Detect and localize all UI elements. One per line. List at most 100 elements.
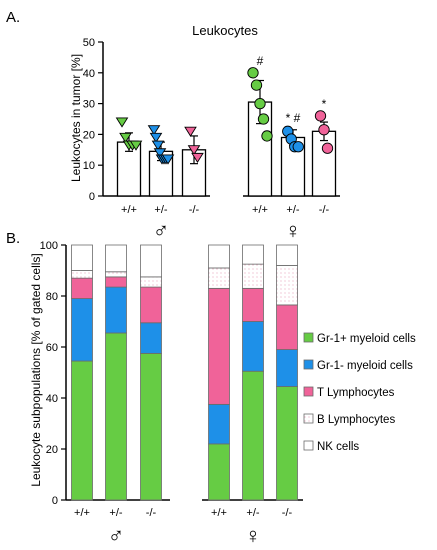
panel-b-x-tick-label: -/-: [282, 507, 293, 519]
panel-b-stack-segment: [140, 352, 162, 501]
panel-b-stack-segment: [242, 287, 264, 322]
panel-a-x-tick-label: +/-: [154, 204, 167, 216]
panel-b-y-tick-label: 40: [46, 393, 58, 405]
panel-b-x-tick-label: -/-: [146, 507, 157, 519]
panel-a-data-point: [318, 124, 330, 136]
panel-b-x-tick-label: +/+: [211, 507, 227, 519]
panel-b-stack-segment: [276, 304, 298, 350]
panel-a-axes: 0 10 20 30 40 50 +/+ +/- -/- +/+ +/- -/- ♂ ♀: [83, 37, 340, 243]
panel-a-data-point: [115, 117, 129, 128]
panel-a-data-point: [250, 79, 263, 91]
panel-a-y-tick-label: 40: [83, 68, 95, 80]
panel-b-y-tick-label: 0: [52, 495, 58, 507]
panel-b-stack-segment: [140, 322, 162, 354]
panel-b-stack-segment: [71, 360, 93, 501]
panel-b-stack-segment: [242, 244, 264, 265]
panel-b-legend-label: B Lymphocytes: [317, 414, 395, 426]
panel-a-significance-label: #: [257, 54, 264, 68]
panel-b-stack-segment: [208, 244, 230, 269]
panel-a-sex-symbol: ♀: [285, 218, 302, 243]
panel-a-label: A.: [6, 9, 20, 26]
panel-a-x-tick-label: -/-: [319, 204, 330, 216]
panel-b-y-tick-label: 80: [46, 291, 58, 303]
panel-b-stack-segment: [208, 287, 230, 405]
panel-b-stack-segment: [140, 286, 162, 324]
panel-b-label: B.: [6, 230, 20, 247]
panel-a-x-tick-label: -/-: [189, 204, 200, 216]
panel-a-data-point: [261, 130, 273, 142]
panel-b-legend-swatch: [303, 440, 314, 451]
panel-a-data-point: [151, 140, 165, 151]
panel-a-y-axis-label: Leukocytes in tumor [%]: [69, 54, 83, 182]
panel-b-stack-segment: [276, 349, 298, 387]
panel-b-legend-label: Gr-1- myeloid cells: [317, 360, 413, 372]
panel-b-stack-segment: [105, 286, 127, 334]
panel-a-marks: # * # *: [115, 54, 337, 197]
panel-a-data-point: [119, 132, 132, 144]
panel-b-stack-segment: [71, 298, 93, 362]
panel-b-legend: Gr-1+ myeloid cells Gr-1- myeloid cells T …: [303, 332, 416, 453]
panel-b-stack-segment: [242, 321, 264, 372]
panel-b-stack-segment: [242, 370, 264, 501]
panel-a-x-tick-label: +/-: [286, 204, 299, 216]
panel-b-stack-segment: [276, 244, 298, 266]
panel-a-y-tick-label: 0: [89, 191, 95, 203]
panel-a-data-point: [184, 126, 197, 137]
panel-b-stack-segment: [140, 244, 162, 278]
panel-b-stack-segment: [71, 270, 93, 279]
panel-a-data-point: [147, 125, 161, 136]
panel-a-data-point: [292, 141, 304, 153]
panel-b-legend-swatch: [303, 359, 314, 370]
panel-b-stack-segment: [105, 276, 127, 288]
panel-a-data-point: [161, 154, 175, 165]
panel-b-stack-segment: [208, 267, 230, 289]
panel-a-data-point: [247, 67, 259, 79]
panel-a-data-point: [153, 148, 167, 159]
panel-b-legend-label: Gr-1+ myeloid cells: [317, 333, 416, 345]
panel-b-y-tick-label: 60: [46, 342, 58, 354]
panel-b-legend-label: T Lymphocytes: [317, 387, 395, 399]
panel-a-title: Leukocytes: [192, 23, 258, 38]
panel-b-stack-segment: [71, 244, 93, 271]
panel-a-significance-label: * #: [286, 111, 301, 125]
panel-b-stack-segment: [208, 403, 230, 445]
panel-b-x-tick-label: +/-: [109, 507, 122, 519]
panel-a-data-point: [314, 110, 327, 122]
panel-b-x-tick-label: +/+: [74, 507, 90, 519]
panel-a-significance-label: *: [322, 97, 327, 111]
panel-b-stack-segment: [276, 386, 298, 501]
panel-b-y-tick-label: 100: [40, 240, 58, 252]
panel-a-data-point: [257, 113, 270, 125]
panel-a-data-point: [254, 97, 266, 110]
panel-a-x-tick-label: +/+: [121, 204, 137, 216]
panel-a-data-point: [187, 145, 201, 156]
panel-b-sex-symbol: ♂: [108, 523, 125, 548]
panel-a-y-tick-label: 50: [83, 37, 95, 49]
panel-b-stack-segment: [105, 244, 127, 273]
panel-b-stack-segment: [208, 443, 230, 501]
panel-b-stack-segment: [140, 276, 162, 288]
panel-a-data-point: [149, 132, 163, 144]
panel-b-legend-label: NK cells: [317, 441, 359, 453]
panel-a-data-point: [321, 142, 334, 154]
panel-b-stack-segment: [105, 332, 127, 501]
panel-b-marks: [71, 244, 298, 501]
panel-b-legend-swatch: [303, 332, 314, 343]
panel-b-stack-segment: [105, 271, 127, 278]
panel-a-y-tick-label: 30: [83, 99, 95, 111]
panel-a-y-tick-label: 20: [83, 129, 95, 141]
panel-b-y-axis-label: Leukocyte subpopulations [% of gated cel…: [29, 253, 43, 486]
panel-b-stack-segment: [242, 263, 264, 289]
panel-b-stack-segment: [71, 277, 93, 299]
panel-a-x-tick-label: +/+: [252, 204, 268, 216]
panel-a-data-point: [191, 152, 204, 164]
panel-a-y-tick-label: 10: [83, 160, 95, 172]
panel-b-sex-symbol: ♀: [245, 523, 262, 548]
panel-b-x-tick-label: +/-: [246, 507, 259, 519]
panel-b-legend-swatch: [303, 386, 314, 397]
panel-a-sex-symbol: ♂: [153, 218, 170, 243]
panel-b-legend-swatch: [303, 413, 314, 424]
panel-b-y-tick-label: 20: [46, 444, 58, 456]
